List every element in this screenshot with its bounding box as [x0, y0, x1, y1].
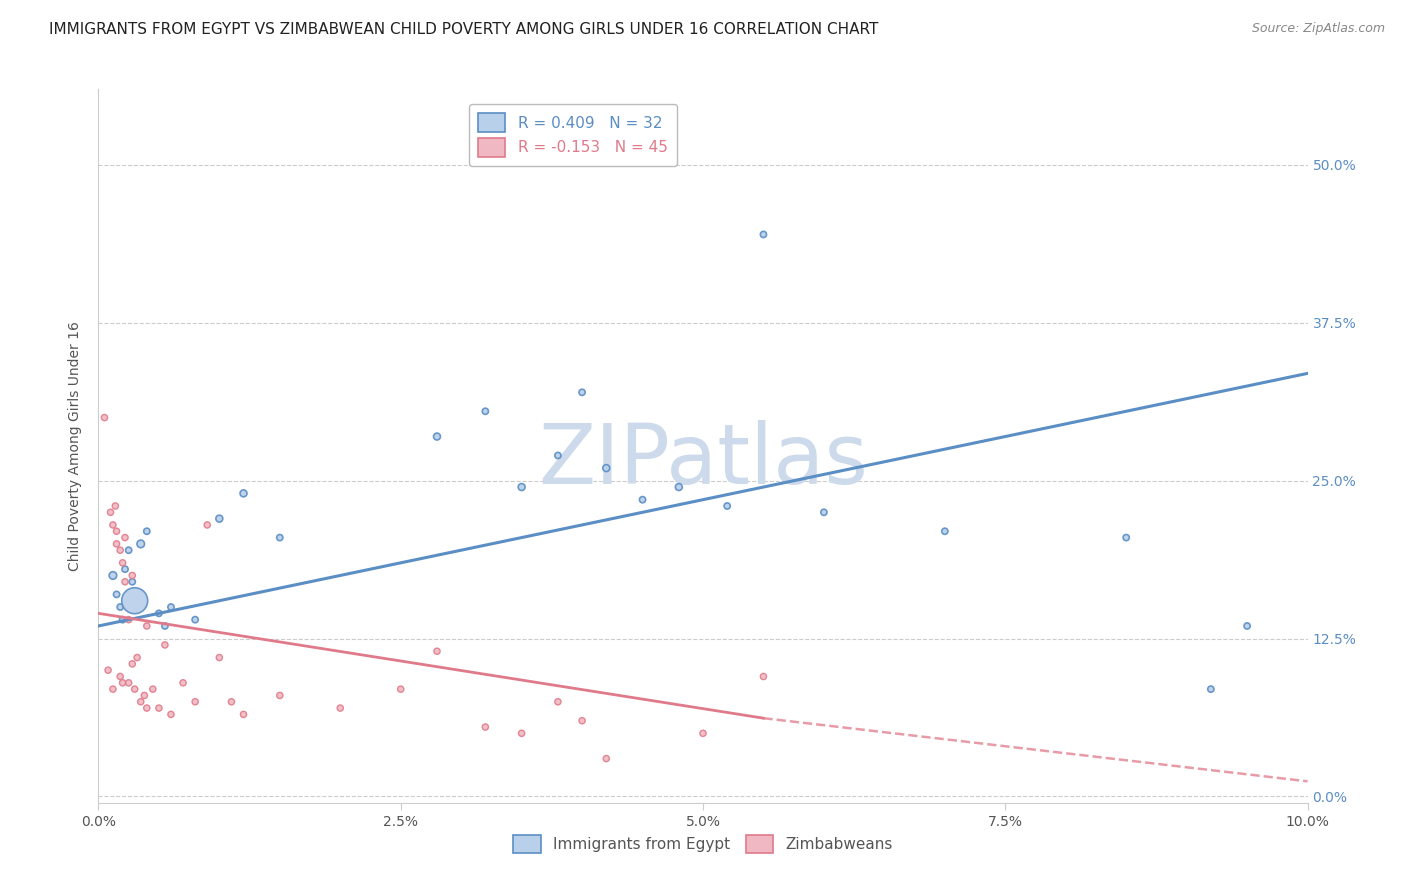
Point	[184, 695, 207, 709]
Point	[221, 695, 243, 709]
Point	[595, 751, 617, 765]
Point	[129, 537, 152, 551]
Point	[208, 511, 231, 525]
Point	[118, 675, 141, 690]
Point	[129, 695, 152, 709]
Point	[510, 480, 533, 494]
Point	[135, 701, 157, 715]
Point	[160, 707, 183, 722]
Point	[426, 429, 449, 443]
Point	[124, 682, 146, 697]
Point	[127, 650, 149, 665]
Point	[547, 449, 569, 463]
Point	[142, 682, 165, 697]
Point	[232, 707, 254, 722]
Point	[124, 593, 146, 607]
Point	[104, 499, 127, 513]
Legend: Immigrants from Egypt, Zimbabweans: Immigrants from Egypt, Zimbabweans	[508, 829, 898, 859]
Point	[101, 517, 124, 532]
Point	[148, 701, 170, 715]
Point	[692, 726, 714, 740]
Point	[153, 619, 176, 633]
Point	[105, 587, 128, 601]
Point	[105, 524, 128, 539]
Point	[752, 669, 775, 683]
Point	[269, 531, 291, 545]
Point	[135, 619, 157, 633]
Point	[195, 517, 218, 532]
Point	[134, 689, 156, 703]
Point	[184, 613, 207, 627]
Point	[93, 410, 115, 425]
Point	[101, 568, 124, 582]
Point	[668, 480, 690, 494]
Point	[716, 499, 738, 513]
Point	[135, 524, 157, 539]
Point	[148, 607, 170, 621]
Point	[752, 227, 775, 242]
Point	[269, 689, 291, 703]
Point	[114, 562, 136, 576]
Point	[100, 505, 122, 519]
Point	[111, 675, 134, 690]
Point	[547, 695, 569, 709]
Point	[111, 613, 134, 627]
Point	[153, 638, 176, 652]
Point	[1115, 531, 1137, 545]
Point	[111, 556, 134, 570]
Point	[232, 486, 254, 500]
Text: Source: ZipAtlas.com: Source: ZipAtlas.com	[1251, 22, 1385, 36]
Point	[118, 613, 141, 627]
Point	[1199, 682, 1222, 697]
Point	[208, 650, 231, 665]
Text: IMMIGRANTS FROM EGYPT VS ZIMBABWEAN CHILD POVERTY AMONG GIRLS UNDER 16 CORRELATI: IMMIGRANTS FROM EGYPT VS ZIMBABWEAN CHIL…	[49, 22, 879, 37]
Point	[114, 531, 136, 545]
Y-axis label: Child Poverty Among Girls Under 16: Child Poverty Among Girls Under 16	[69, 321, 83, 571]
Point	[101, 682, 124, 697]
Point	[121, 657, 143, 671]
Point	[121, 568, 143, 582]
Point	[474, 404, 496, 418]
Point	[1236, 619, 1258, 633]
Point	[97, 663, 120, 677]
Point	[474, 720, 496, 734]
Point	[160, 600, 183, 615]
Text: ZIPatlas: ZIPatlas	[538, 420, 868, 500]
Point	[329, 701, 352, 715]
Point	[389, 682, 412, 697]
Point	[631, 492, 654, 507]
Point	[108, 543, 131, 558]
Point	[121, 574, 143, 589]
Point	[108, 600, 131, 615]
Point	[571, 714, 593, 728]
Point	[426, 644, 449, 658]
Point	[934, 524, 956, 539]
Point	[114, 574, 136, 589]
Point	[571, 385, 593, 400]
Point	[510, 726, 533, 740]
Point	[595, 461, 617, 475]
Point	[108, 669, 131, 683]
Point	[118, 543, 141, 558]
Point	[105, 537, 128, 551]
Point	[172, 675, 194, 690]
Point	[813, 505, 835, 519]
